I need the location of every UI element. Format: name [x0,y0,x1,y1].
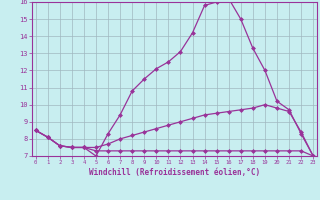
X-axis label: Windchill (Refroidissement éolien,°C): Windchill (Refroidissement éolien,°C) [89,168,260,177]
